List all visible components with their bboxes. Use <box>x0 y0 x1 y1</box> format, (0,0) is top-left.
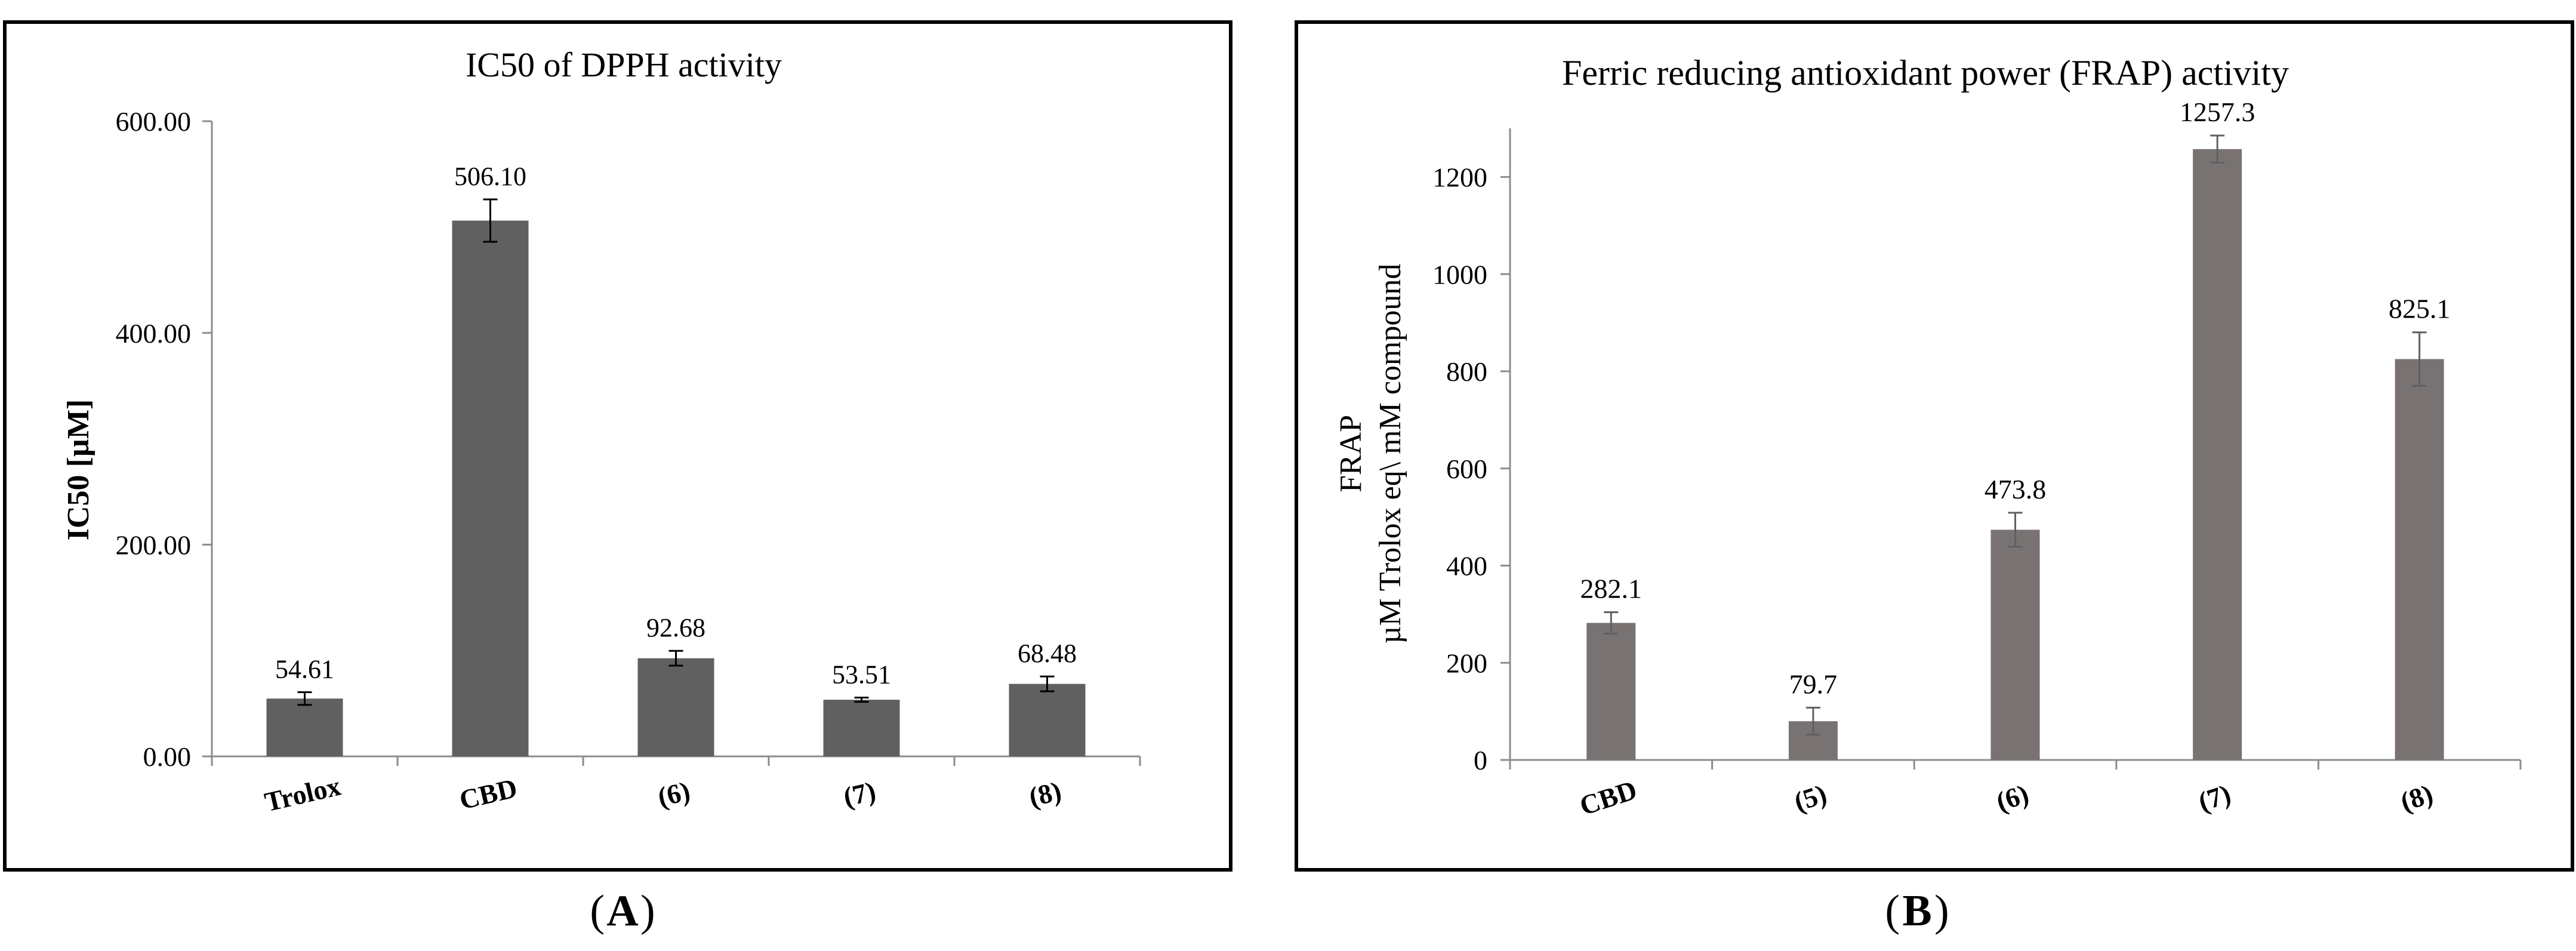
panel-b: Ferric reducing antioxidant power (FRAP)… <box>1295 20 2574 935</box>
panel-b-label: B <box>1902 887 1931 935</box>
y-tick-label: 0.00 <box>143 741 192 772</box>
bar <box>1586 623 1636 760</box>
panel-b-y-ticks: 0 200 400 600 800 1000 1200 <box>1432 162 1510 775</box>
y-tick-label: 400.00 <box>116 318 192 349</box>
y-tick-label: 200.00 <box>116 530 192 560</box>
y-tick-label: 1000 <box>1432 259 1487 290</box>
bar <box>2395 359 2444 760</box>
panel-b-label-open-paren: ( <box>1885 887 1900 935</box>
x-tick-label: (7) <box>840 775 879 812</box>
panel-a: IC50 of DPPH activity IC50 [µM] 54.61 506… <box>3 20 1232 935</box>
data-label: 54.61 <box>275 655 334 684</box>
bar <box>452 220 529 756</box>
data-label: 68.48 <box>1018 639 1077 668</box>
panel-a-label: A <box>606 887 638 935</box>
panel-b-bars <box>1586 149 2444 761</box>
data-label: 1257.3 <box>2180 97 2255 127</box>
y-tick-label: 600.00 <box>116 106 192 137</box>
bar <box>1990 530 2040 760</box>
x-tick-label: (8) <box>1026 775 1064 812</box>
bar <box>823 700 900 756</box>
panel-a-error-bars <box>297 198 1055 706</box>
y-tick-label: 600 <box>1446 454 1487 484</box>
bar <box>637 658 714 756</box>
data-label: 473.8 <box>1985 474 2047 504</box>
data-label: 506.10 <box>454 162 526 191</box>
panel-a-ylabel: IC50 [µM] <box>61 399 95 540</box>
data-label: 79.7 <box>1789 669 1838 699</box>
y-tick-label: 200 <box>1446 648 1487 678</box>
panel-b-data-labels: 282.1 79.7 473.8 1257.3 825.1 <box>1580 97 2451 699</box>
panel-b-ylabel-line-1: FRAP <box>1334 415 1368 493</box>
y-tick-label: 0 <box>1474 745 1487 775</box>
y-tick-label: 800 <box>1446 356 1487 387</box>
panel-a-bars <box>266 220 1086 756</box>
panel-a-label-close-paren: ) <box>640 887 655 935</box>
panel-b-error-bars <box>1604 134 2427 736</box>
data-label: 282.1 <box>1580 574 1643 604</box>
y-tick-label: 1200 <box>1432 162 1487 192</box>
panel-a-title: IC50 of DPPH activity <box>466 45 782 84</box>
bar <box>1009 684 1086 756</box>
panel-b-label-close-paren: ) <box>1934 887 1949 935</box>
bar <box>2193 149 2242 761</box>
bar <box>266 698 343 756</box>
panel-b-ylabel: FRAP µM Trolox eq\ mM compound <box>1334 264 1407 644</box>
x-tick-label: (6) <box>655 775 693 812</box>
data-label: 92.68 <box>646 613 705 642</box>
data-label: 825.1 <box>2389 294 2451 324</box>
panel-b-frame <box>1295 20 2574 872</box>
panel-a-label-open-paren: ( <box>590 887 605 935</box>
panel-b-ylabel-line-2: µM Trolox eq\ mM compound <box>1373 264 1407 644</box>
y-tick-label: 400 <box>1446 551 1487 581</box>
panel-b-title: Ferric reducing antioxidant power (FRAP)… <box>1562 53 2289 93</box>
panel-a-data-labels: 54.61 506.10 92.68 53.51 68.48 <box>275 162 1077 690</box>
panel-a-y-ticks: 0.00 200.00 400.00 600.00 <box>116 106 212 772</box>
data-label: 53.51 <box>832 660 891 690</box>
